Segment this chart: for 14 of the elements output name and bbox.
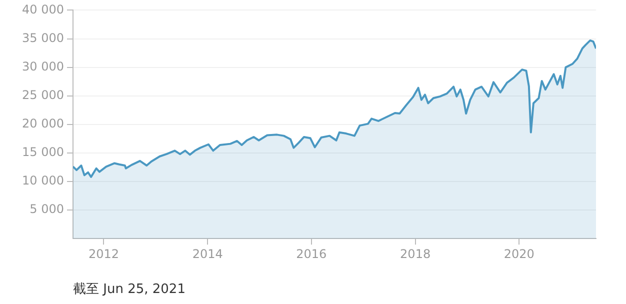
y-tick-label: 10 000 [22,174,64,188]
x-tick-label: 2014 [192,246,223,261]
x-tick-label: 2018 [400,246,431,261]
y-tick-label: 15 000 [22,145,64,160]
y-tick-label: 30 000 [22,59,64,74]
y-tick-label: 25 000 [22,88,64,102]
y-tick-label: 5 000 [30,202,64,216]
y-tick-label: 20 000 [22,116,64,131]
y-tick-label: 35 000 [22,30,64,45]
y-tick-label: 40 000 [22,2,64,16]
x-tick-label: 2016 [296,246,327,261]
text: 截至 Jun 25, 2021 [73,281,186,298]
x-tick-label: 2020 [504,246,534,261]
x-tick-label: 2012 [88,246,119,261]
